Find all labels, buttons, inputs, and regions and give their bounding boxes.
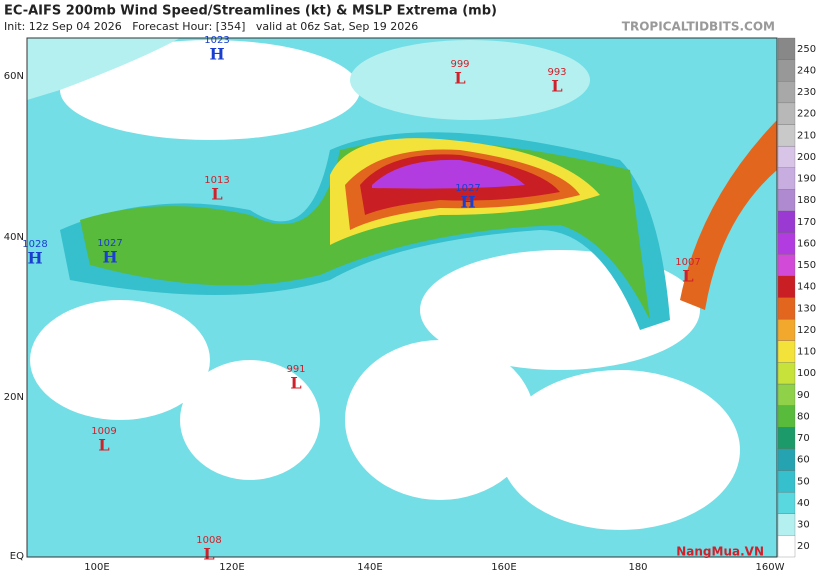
colorbar-label: 30 — [797, 520, 810, 531]
center-value: 991 — [286, 364, 305, 375]
center-value: 1008 — [196, 535, 221, 546]
colorbar-swatch — [777, 383, 796, 406]
colorbar-swatch — [777, 145, 796, 168]
watermark: NangMua.VN — [676, 545, 764, 559]
colorbar-swatch — [777, 59, 796, 82]
lat-label: 40N — [4, 232, 24, 243]
center-symbol: H — [102, 248, 117, 267]
colorbar-label: 190 — [797, 174, 816, 185]
colorbar-swatch — [777, 102, 796, 125]
colorbar-swatch — [777, 210, 796, 233]
center-symbol: L — [98, 436, 109, 455]
colorbar-swatch — [777, 37, 796, 60]
colorbar-swatch — [777, 232, 796, 255]
colorbar-label: 40 — [797, 498, 810, 509]
colorbar-swatch — [777, 535, 796, 558]
axes: 100E 120E 140E 160E 180 160W 60N 40N 20N EQ — [4, 71, 785, 573]
colorbar-label: 130 — [797, 303, 816, 314]
colorbar-swatch — [777, 448, 796, 471]
center-symbol: L — [551, 77, 562, 96]
colorbar-swatch — [777, 405, 796, 428]
colorbar-label: 70 — [797, 433, 810, 444]
center-symbol: L — [290, 374, 301, 393]
colorbar-swatch — [777, 340, 796, 363]
lon-label: 100E — [84, 562, 109, 573]
colorbar-label: 60 — [797, 455, 810, 466]
center-value: 1027 — [97, 238, 122, 249]
wind-field — [27, 38, 777, 557]
center-value: 993 — [547, 67, 566, 78]
colorbar-label: 180 — [797, 195, 816, 206]
map-frame — [26, 37, 778, 558]
lat-label: 60N — [4, 71, 24, 82]
colorbar-label: 170 — [797, 217, 816, 228]
lon-label: 180 — [628, 562, 647, 573]
colorbar-swatch — [777, 81, 796, 104]
center-value: 999 — [450, 59, 469, 70]
center-value: 1013 — [204, 175, 229, 186]
center-symbol: H — [209, 45, 224, 64]
center-symbol: L — [454, 69, 465, 88]
lat-label: EQ — [10, 551, 24, 562]
colorbar-swatch — [777, 124, 796, 147]
colorbar-swatch — [777, 470, 796, 493]
colorbar-label: 220 — [797, 109, 816, 120]
colorbar-label: 240 — [797, 65, 816, 76]
center-symbol: L — [211, 185, 222, 204]
center-value: 1028 — [22, 239, 47, 250]
colorbar-label: 110 — [797, 347, 816, 358]
colorbar-label: 210 — [797, 130, 816, 141]
colorbar-swatch — [777, 362, 796, 385]
colorbar-label: 230 — [797, 87, 816, 98]
center-value: 1007 — [675, 257, 700, 268]
center-value: 1023 — [204, 35, 229, 46]
center-symbol: H — [27, 249, 42, 268]
lat-label: 20N — [4, 392, 24, 403]
center-value: 1027 — [455, 183, 480, 194]
colorbar-swatch — [777, 297, 796, 320]
colorbar-swatch — [777, 275, 796, 298]
colorbar-label: 200 — [797, 152, 816, 163]
center-symbol: L — [203, 545, 214, 564]
center-value: 1009 — [91, 426, 116, 437]
colorbar-label: 140 — [797, 282, 816, 293]
colorbar-swatch — [777, 513, 796, 536]
colorbar-swatch — [777, 189, 796, 212]
colorbar-label: 20 — [797, 541, 810, 552]
lon-label: 160W — [756, 562, 785, 573]
colorbar-label: 90 — [797, 390, 810, 401]
colorbar-swatch — [777, 254, 796, 277]
colorbar-swatch — [777, 427, 796, 450]
colorbar-label: 80 — [797, 411, 810, 422]
center-symbol: H — [460, 193, 475, 212]
colorbar-label: 160 — [797, 238, 816, 249]
lon-label: 120E — [219, 562, 244, 573]
title: EC-AIFS 200mb Wind Speed/Streamlines (kt… — [4, 4, 497, 19]
colorbar: 20 30 40 50 60 70 80 90 100 110 120 130 140 150 160 170… — [777, 37, 816, 558]
colorbar-label: 50 — [797, 476, 810, 487]
subtitle: Init: 12z Sep 04 2026 Forecast Hour: [35… — [4, 20, 418, 33]
lon-label: 160E — [491, 562, 516, 573]
colorbar-swatch — [777, 167, 796, 190]
site-label: TROPICALTIDBITS.COM — [622, 20, 775, 34]
colorbar-swatch — [777, 491, 796, 514]
colorbar-label: 120 — [797, 325, 816, 336]
colorbar-label: 250 — [797, 44, 816, 55]
lon-label: 140E — [357, 562, 382, 573]
colorbar-swatch — [777, 318, 796, 341]
colorbar-label: 100 — [797, 368, 816, 379]
colorbar-label: 150 — [797, 260, 816, 271]
center-symbol: L — [682, 267, 693, 286]
